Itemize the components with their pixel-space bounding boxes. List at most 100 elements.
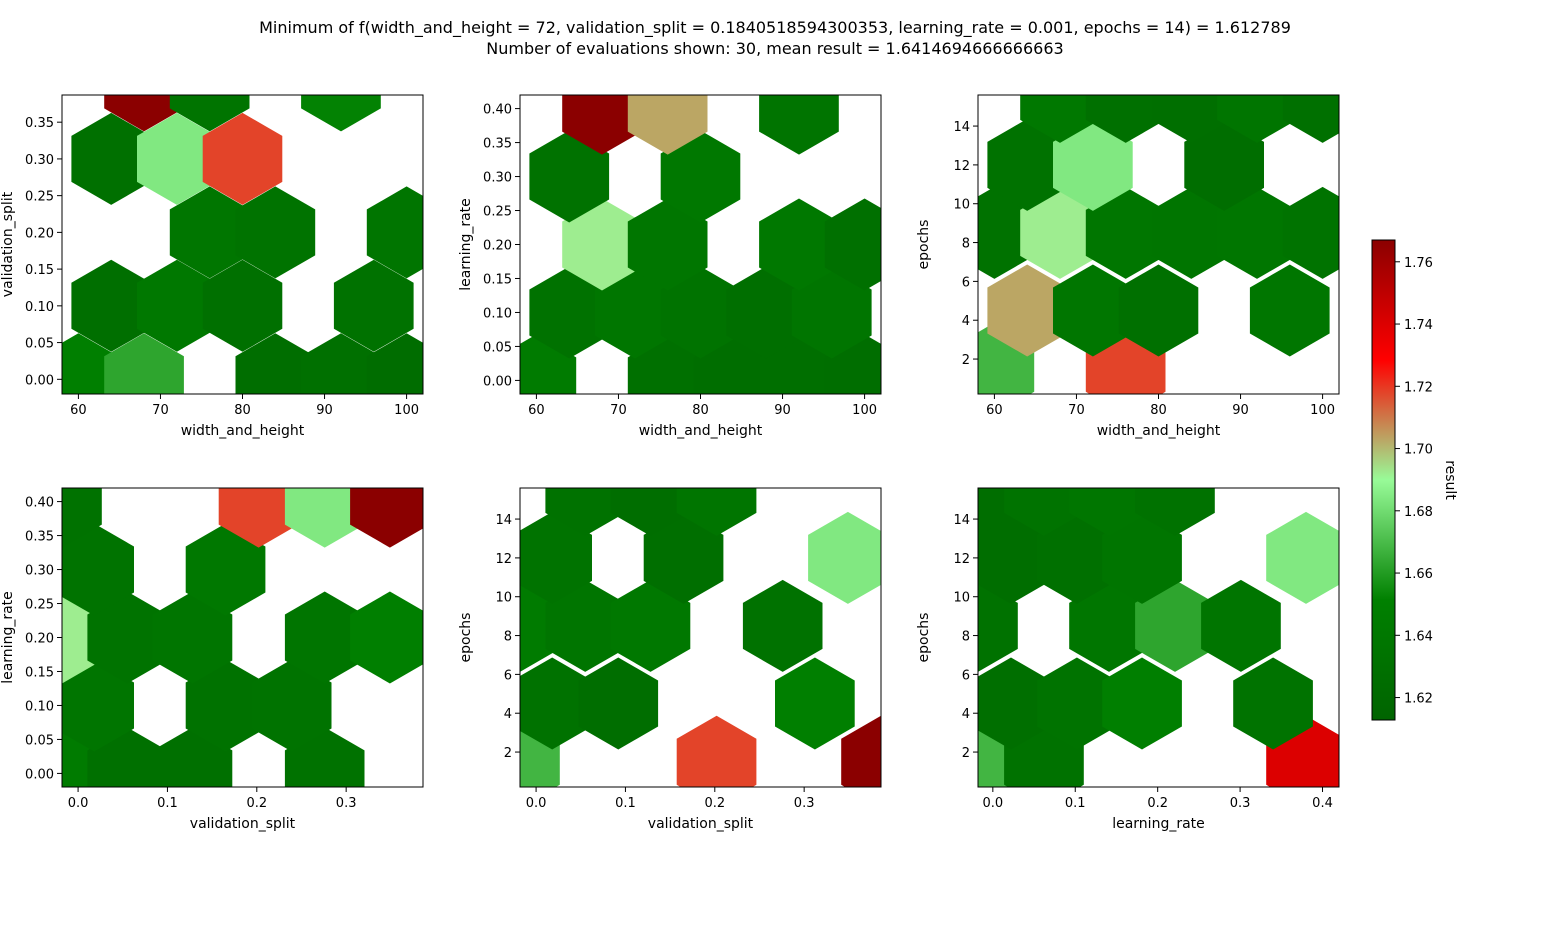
- hex-cell: [660, 266, 741, 359]
- colorbar-ticks: 1.62 1.64 1.66 1.68 1.70 1.72 1.74 1.76: [1395, 256, 1433, 707]
- x-axis-label: width_and_height: [639, 423, 763, 439]
- hex-cell: [1085, 95, 1166, 143]
- hex-cell: [1282, 186, 1339, 279]
- chart-title-line-1: Minimum of f(width_and_height = 72, vali…: [259, 18, 1291, 38]
- x-tick-label: 0.1: [1065, 796, 1086, 811]
- hex-cell: [1266, 511, 1339, 604]
- y-tick-label: 0.25: [483, 205, 512, 220]
- y-tick-label: 0.05: [25, 733, 54, 748]
- y-tick-label: 6: [962, 668, 970, 683]
- y-tick-label: 0.00: [25, 373, 54, 388]
- x-tick-label: 90: [1232, 403, 1249, 418]
- y-tick-label: 0.10: [483, 306, 512, 321]
- hex-cell: [62, 333, 119, 394]
- hex-cell: [152, 591, 233, 684]
- x-tick-label: 100: [852, 403, 877, 418]
- x-tick-label: 60: [528, 403, 545, 418]
- hex-cell: [104, 333, 184, 394]
- colorbar-tick-label: 1.70: [1404, 443, 1433, 458]
- plot-frame: [519, 487, 882, 788]
- hex-cell: [185, 523, 266, 616]
- hex-cell: [808, 511, 881, 604]
- hex-cell: [1135, 488, 1215, 536]
- x-tick-label: 0.1: [157, 796, 178, 811]
- hex-cell: [562, 198, 642, 291]
- hex-cell: [1053, 264, 1133, 357]
- y-tick-label: 12: [953, 159, 970, 174]
- hex-cell: [366, 333, 423, 394]
- hex-cell: [978, 511, 1051, 604]
- hexbin-cells: [520, 488, 881, 787]
- y-tick-label: 14: [953, 120, 970, 135]
- y-tick-label: 0.05: [483, 340, 512, 355]
- hex-cell: [676, 488, 757, 536]
- hex-cell: [1249, 264, 1330, 357]
- y-tick-label: 6: [504, 668, 512, 683]
- x-tick-label: 80: [1150, 403, 1167, 418]
- hex-cell: [529, 266, 610, 359]
- hex-cell: [185, 659, 266, 752]
- subplot-3: 60 70 80 90 100 2 4 6 8 10 12 14 width_and_height epo…: [916, 94, 1340, 439]
- y-tick-label: 2: [962, 746, 970, 761]
- hex-cell: [87, 591, 168, 684]
- hex-cell: [595, 266, 675, 359]
- y-tick-label: 0.25: [25, 598, 54, 613]
- hex-cell: [202, 112, 283, 205]
- colorbar: 1.62 1.64 1.66 1.68 1.70 1.72 1.74 1.76 result: [1371, 239, 1458, 721]
- hex-cell: [1037, 657, 1117, 750]
- y-tick-label: 0.35: [25, 116, 54, 131]
- y-tick-label: 0.35: [25, 530, 54, 545]
- hex-cell: [169, 95, 250, 132]
- hexbin-cells: [978, 488, 1339, 787]
- y-tick-label: 6: [962, 275, 970, 290]
- hex-cell: [520, 657, 592, 750]
- y-tick-label: 14: [495, 513, 512, 528]
- hex-cell: [1217, 95, 1297, 143]
- hex-cell: [1020, 186, 1100, 279]
- hex-cell: [235, 186, 316, 279]
- y-tick-label: 0.15: [25, 665, 54, 680]
- hexbin-cells: [978, 95, 1339, 394]
- y-axis-label: epochs: [916, 613, 932, 663]
- y-tick-label: 0.30: [25, 564, 54, 579]
- hex-cell: [235, 333, 316, 394]
- hex-cell: [987, 264, 1068, 357]
- y-axis-label: epochs: [916, 220, 932, 270]
- y-tick-label: 10: [953, 198, 970, 213]
- x-tick-label: 60: [70, 403, 87, 418]
- hex-cell: [202, 259, 283, 352]
- y-tick-label: 0.15: [483, 272, 512, 287]
- y-tick-label: 12: [953, 552, 970, 567]
- hex-cell: [104, 95, 184, 132]
- subplot-5: 0.0 0.1 0.2 0.3 2 4 6 8 10 12 14 validation_split ep…: [458, 487, 882, 832]
- hex-cell: [71, 259, 152, 352]
- hex-cell: [660, 130, 741, 223]
- hex-cell: [562, 95, 642, 155]
- hex-cell: [1184, 118, 1264, 211]
- x-tick-label: 0.2: [704, 796, 725, 811]
- y-tick-label: 2: [962, 353, 970, 368]
- y-tick-label: 0.20: [483, 239, 512, 254]
- x-tick-label: 0.0: [526, 796, 547, 811]
- y-axis-label: learning_rate: [0, 591, 16, 684]
- plot-frame: [977, 487, 1340, 788]
- hex-cell: [169, 186, 250, 279]
- hex-cell: [676, 715, 757, 787]
- y-tick-label: 4: [962, 707, 970, 722]
- y-tick-label: 0.30: [25, 153, 54, 168]
- hex-cell: [350, 591, 423, 684]
- hex-cell: [610, 579, 691, 672]
- hex-cell: [610, 488, 691, 536]
- y-tick-label: 0.20: [25, 632, 54, 647]
- y-tick-label: 2: [504, 746, 512, 761]
- colorbar-tick-label: 1.72: [1404, 380, 1433, 395]
- hex-cell: [62, 523, 134, 616]
- hex-cell: [284, 488, 365, 548]
- subplot-2: 60 70 80 90 100 0.00 0.05 0.10 0.15 0.20 0.25 0.30 0…: [458, 94, 882, 439]
- hex-cell: [284, 591, 365, 684]
- x-tick-label: 0.3: [794, 796, 815, 811]
- hex-cell: [1037, 511, 1117, 604]
- hex-cell: [366, 186, 423, 279]
- y-tick-label: 8: [962, 237, 970, 252]
- y-tick-label: 10: [495, 591, 512, 606]
